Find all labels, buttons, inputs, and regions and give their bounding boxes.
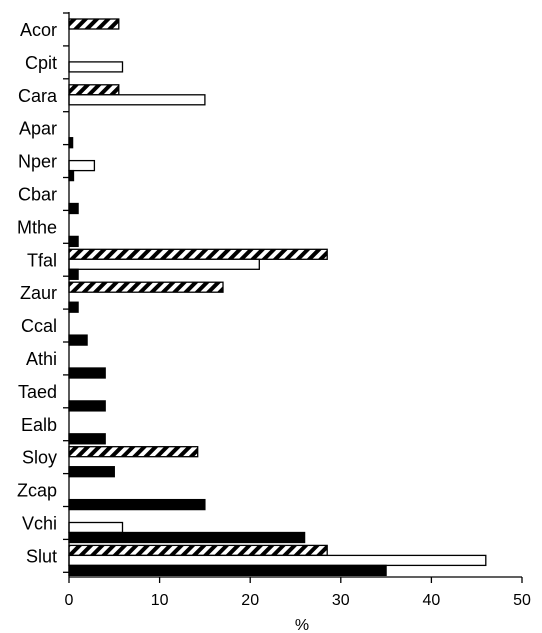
category-labels: Acor Cpit Cara Apar Nper Cbar Mthe Tfal Zaur Ccal…	[17, 20, 58, 566]
bar-vchi-white	[68, 521, 124, 534]
category-label-zcap: Zcap	[17, 481, 57, 501]
category-label-ealb: Ealb	[21, 415, 57, 435]
bars-layer	[68, 18, 487, 577]
category-label-apar: Apar	[19, 119, 57, 139]
bar-nper-black	[68, 169, 75, 182]
bar-zaur-black	[68, 301, 79, 313]
bar-slut-white	[68, 554, 487, 567]
bar-mthe-black	[68, 235, 79, 248]
category-label-vchi: Vchi	[22, 514, 57, 534]
bar-zaur-hatched	[68, 281, 224, 293]
bar-ealb-black	[68, 433, 106, 445]
bar-vchi-black	[68, 531, 306, 544]
axes: 0 10 20 30 40 50	[63, 12, 531, 609]
category-label-cbar: Cbar	[18, 185, 57, 205]
category-label-sloy: Sloy	[22, 448, 57, 468]
category-label-cpit: Cpit	[25, 53, 57, 73]
category-label-cara: Cara	[18, 86, 58, 106]
bar-sloy-hatched	[68, 446, 199, 458]
category-label-slut: Slut	[26, 546, 57, 566]
x-tick-label-30: 30	[332, 592, 350, 609]
bar-cara-white	[68, 94, 206, 106]
bar-ccal-black	[68, 334, 88, 346]
bar-nper-white	[68, 159, 96, 172]
x-tick-label-20: 20	[241, 592, 259, 609]
category-label-nper: Nper	[18, 152, 57, 172]
bar-cbar-black	[68, 202, 79, 215]
bar-slut-hatched	[68, 544, 328, 557]
x-tick-label-50: 50	[513, 592, 531, 609]
bar-cara-hatched	[68, 84, 120, 96]
bar-tfal-white	[68, 258, 260, 270]
x-tick-label-10: 10	[151, 592, 169, 609]
category-label-taed: Taed	[18, 382, 57, 402]
bar-tfal-black	[68, 268, 79, 280]
bar-cpit-white	[68, 61, 124, 73]
x-tick-label-40: 40	[423, 592, 441, 609]
bar-athi-black	[68, 367, 106, 379]
bar-taed-black	[68, 400, 106, 412]
category-label-acor: Acor	[20, 20, 57, 40]
category-label-tfal: Tfal	[27, 250, 57, 270]
bar-acor-hatched	[68, 18, 120, 30]
category-label-ccal: Ccal	[21, 316, 57, 336]
bar-slut-black	[68, 564, 387, 577]
category-label-mthe: Mthe	[17, 217, 57, 237]
x-tick-label-0: 0	[65, 592, 74, 609]
bar-zcap-black	[68, 498, 206, 511]
bar-sloy-black	[68, 466, 115, 478]
category-label-zaur: Zaur	[20, 283, 57, 303]
bar-tfal-hatched	[68, 248, 328, 260]
category-label-athi: Athi	[26, 349, 57, 369]
x-axis-title: %	[295, 617, 309, 633]
